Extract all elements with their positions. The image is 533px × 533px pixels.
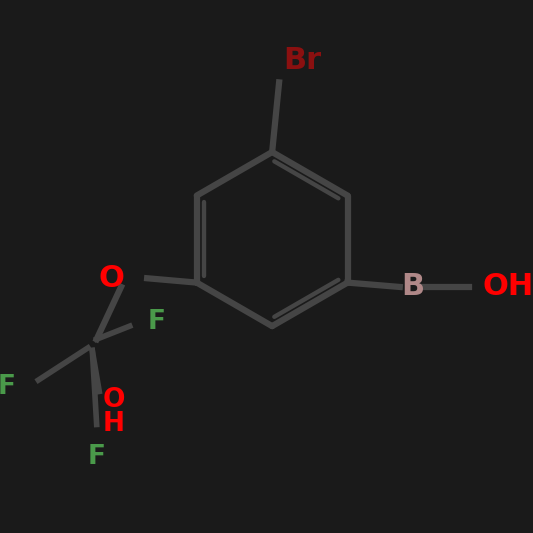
Text: Br: Br — [284, 46, 321, 76]
Text: F: F — [147, 309, 165, 335]
Text: OH: OH — [482, 272, 533, 302]
Text: O: O — [103, 387, 125, 413]
Text: H: H — [103, 411, 125, 438]
Text: F: F — [0, 374, 15, 400]
Text: F: F — [87, 443, 106, 470]
Text: O: O — [99, 264, 125, 293]
Text: B: B — [401, 272, 424, 302]
